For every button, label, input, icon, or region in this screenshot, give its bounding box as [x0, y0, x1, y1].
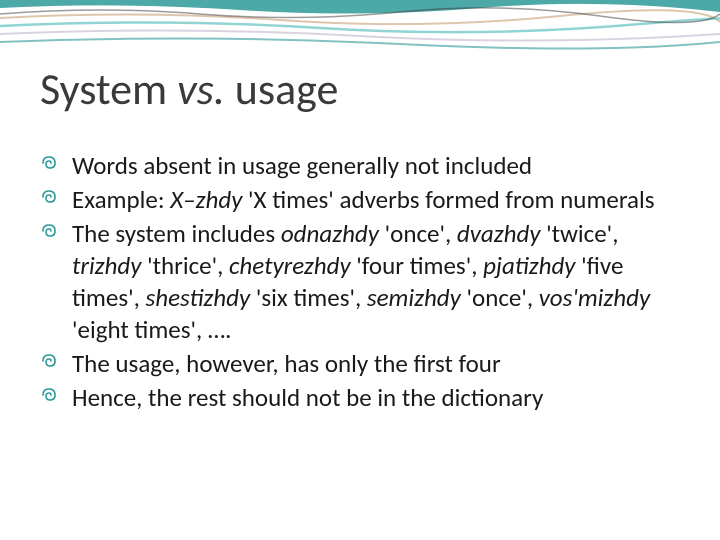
bullet-item: The system includes odnazhdy 'once', dva…: [40, 218, 680, 346]
bullet-text-run: 'eight times', ….: [72, 314, 232, 345]
bullet-glyph-icon: [40, 220, 60, 248]
bullet-glyph-icon: [40, 152, 60, 180]
bullet-text-run: Words absent in usage generally not incl…: [72, 150, 532, 181]
bullet-glyph-icon: [40, 384, 60, 412]
bullet-text-run: semizhdy: [367, 282, 461, 313]
bullet-text-run: 'six times',: [250, 282, 367, 313]
bullet-text-run: 'thrice',: [141, 250, 229, 281]
bullet-item: Hence, the rest should not be in the dic…: [40, 382, 680, 414]
top-wave-decoration: [0, 0, 720, 60]
bullet-text-run: 'twice',: [541, 218, 619, 249]
title-word2: usage: [225, 62, 339, 116]
bullet-text-run: vos'mizhdy: [539, 282, 650, 313]
bullet-text-run: odnazhdy: [281, 218, 379, 249]
bullet-text-run: 'once',: [461, 282, 539, 313]
bullet-text-run: X–zhdy: [170, 184, 242, 215]
bullet-text-run: Hence, the rest should not be in the dic…: [72, 382, 543, 413]
bullet-text-run: chetyrezhdy: [229, 250, 351, 281]
bullet-text-run: 'once',: [379, 218, 457, 249]
slide-title: System vs. usage: [40, 62, 338, 116]
title-word1: System: [40, 62, 177, 116]
slide-container: System vs. usage Words absent in usage g…: [0, 0, 720, 540]
bullet-text-run: 'X times' adverbs formed from numerals: [242, 184, 654, 215]
slide-body: Words absent in usage generally not incl…: [40, 150, 680, 416]
bullet-text-run: shestizhdy: [146, 282, 251, 313]
title-vs: vs.: [177, 62, 225, 116]
bullet-text-run: The system includes: [72, 218, 281, 249]
bullet-text-run: trizhdy: [72, 250, 141, 281]
bullet-text-run: Example:: [72, 184, 170, 215]
bullet-text-run: pjatizhdy: [483, 250, 575, 281]
bullet-glyph-icon: [40, 186, 60, 214]
bullet-text-run: dvazhdy: [457, 218, 541, 249]
bullet-text-run: The usage, however, has only the first f…: [72, 348, 501, 379]
bullet-text-run: 'four times',: [351, 250, 483, 281]
bullet-item: Example: X–zhdy 'X times' adverbs formed…: [40, 184, 680, 216]
bullet-item: Words absent in usage generally not incl…: [40, 150, 680, 182]
bullet-item: The usage, however, has only the first f…: [40, 348, 680, 380]
bullet-glyph-icon: [40, 350, 60, 378]
